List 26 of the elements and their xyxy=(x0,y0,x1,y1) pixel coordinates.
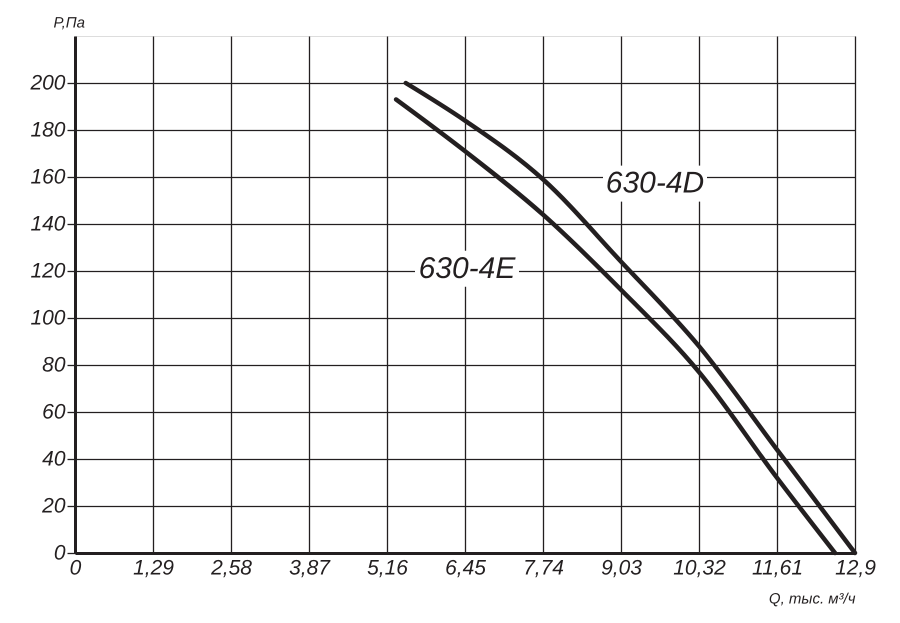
y-tick-label: 120 xyxy=(30,260,66,282)
y-tick-label: 0 xyxy=(54,542,66,564)
y-tick-label: 140 xyxy=(30,212,66,236)
x-tick-label: 10,32 xyxy=(673,556,726,580)
x-tick-label: 1,29 xyxy=(133,556,174,580)
x-axis-title: Q, тыс. м³/ч xyxy=(768,590,856,608)
x-tick-label: 0 xyxy=(70,556,82,580)
x-tick-label: 5,16 xyxy=(367,556,408,580)
x-tick-label: 9,03 xyxy=(601,556,642,580)
x-tick-label: 7,74 xyxy=(523,556,564,580)
x-tick-label: 6,45 xyxy=(445,556,486,580)
series-label: 630-4D xyxy=(606,166,704,200)
x-tick-label: 12,9 xyxy=(835,556,876,580)
series-label: 630-4E xyxy=(418,252,516,285)
y-tick-label: 20 xyxy=(41,494,66,518)
y-tick-label: 60 xyxy=(42,400,66,424)
y-axis-title: P,Па xyxy=(54,14,85,32)
y-tick-label: 80 xyxy=(42,354,66,376)
y-tick-label: 200 xyxy=(29,72,66,94)
x-tick-label: 3,87 xyxy=(289,556,332,580)
x-tick-label: 11,61 xyxy=(752,556,803,580)
x-tick-label: 2,58 xyxy=(210,556,252,580)
y-tick-label: 100 xyxy=(30,306,66,330)
y-tick-label: 40 xyxy=(42,448,66,470)
y-tick-label: 180 xyxy=(30,118,66,142)
y-tick-label: 160 xyxy=(30,166,66,188)
